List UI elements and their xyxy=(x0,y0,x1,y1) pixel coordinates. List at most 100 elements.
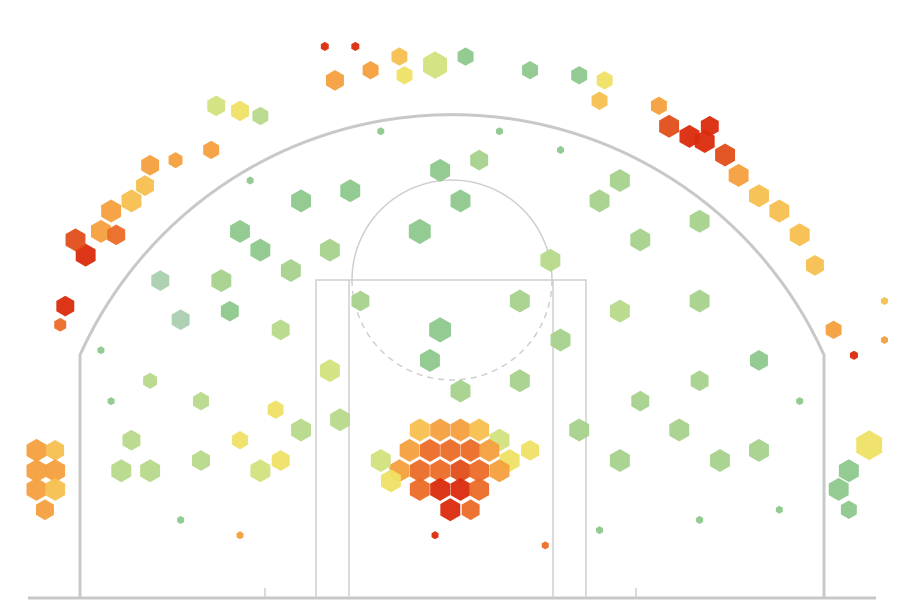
hexbin xyxy=(715,143,736,167)
hexbin xyxy=(700,115,719,137)
hexbin xyxy=(122,429,141,451)
hexbin xyxy=(849,350,858,360)
hexbin xyxy=(840,500,857,519)
hexbin xyxy=(669,418,690,442)
hexbin xyxy=(461,499,480,521)
hexbin xyxy=(56,295,75,317)
hexbin xyxy=(469,459,490,483)
hexbin xyxy=(111,459,132,483)
hexbin xyxy=(457,47,474,66)
hexbin xyxy=(470,149,489,171)
hexbin xyxy=(90,219,111,243)
hexbin xyxy=(856,430,883,461)
hexbin xyxy=(750,350,768,371)
hexbin xyxy=(749,184,769,208)
hexbin xyxy=(591,91,608,110)
hexbin xyxy=(291,189,312,213)
hexbin xyxy=(340,179,361,203)
court-lines xyxy=(28,113,876,600)
hexbin xyxy=(557,145,565,154)
hexbin xyxy=(203,140,220,160)
hexbin xyxy=(496,127,503,136)
hexbin xyxy=(168,152,183,169)
hexbin xyxy=(609,169,630,192)
hexbin xyxy=(440,498,461,522)
hexbin xyxy=(631,390,650,412)
hexbin xyxy=(377,127,385,136)
hexbin xyxy=(431,531,439,540)
hexbin xyxy=(121,189,142,213)
hexbin xyxy=(430,459,451,483)
hexbin xyxy=(710,449,730,473)
hexbin xyxy=(280,258,301,282)
hexbin xyxy=(101,199,122,223)
hexbin xyxy=(596,71,613,90)
hexbin xyxy=(54,317,67,332)
hexbin xyxy=(107,224,126,246)
hexbin xyxy=(541,541,549,550)
hexbin xyxy=(430,158,451,182)
hexbin xyxy=(246,176,254,185)
hexbin xyxy=(880,336,888,345)
hexbin xyxy=(440,438,461,462)
hexbin xyxy=(429,317,452,343)
hexbin xyxy=(291,418,312,442)
hexbin xyxy=(450,189,471,213)
hexbin xyxy=(326,70,344,91)
hexbin xyxy=(596,526,604,535)
hexbin xyxy=(569,418,590,442)
hexbin xyxy=(409,459,430,483)
hexbin xyxy=(689,289,710,313)
hexbin xyxy=(540,248,561,272)
hexbin xyxy=(151,270,170,291)
hexbin xyxy=(450,477,471,501)
hexbin xyxy=(45,459,66,483)
hexbin xyxy=(609,299,630,323)
hexbins xyxy=(26,41,888,550)
hexbin xyxy=(509,289,530,313)
hexbin xyxy=(679,124,700,148)
hexbin xyxy=(728,163,749,187)
hexbin xyxy=(749,438,769,462)
hexbin xyxy=(193,391,209,411)
hexbin xyxy=(351,41,360,52)
hexbin xyxy=(143,372,158,389)
hexbin xyxy=(271,319,290,341)
hexbin xyxy=(230,219,250,243)
hexbin xyxy=(805,255,824,276)
hexbin xyxy=(489,459,510,483)
hexbin xyxy=(220,300,239,322)
hexbin xyxy=(45,477,66,501)
hexbin xyxy=(46,440,65,461)
hexbin xyxy=(380,469,401,493)
hexbin xyxy=(396,66,413,85)
hexbin xyxy=(509,369,530,393)
hexbin xyxy=(650,96,667,116)
hexbin xyxy=(351,290,370,312)
hexbin xyxy=(26,438,47,462)
hexbin xyxy=(423,51,447,79)
hexbin xyxy=(36,499,54,521)
hexbin xyxy=(250,459,271,483)
hexbin xyxy=(252,106,269,126)
hexbin xyxy=(231,100,249,122)
hexbin xyxy=(430,477,451,501)
hexbin xyxy=(796,397,804,406)
hexbin xyxy=(26,477,47,501)
hexbin xyxy=(320,41,329,52)
hexbin xyxy=(271,450,290,471)
hexbin xyxy=(630,228,651,252)
hexbin xyxy=(319,238,340,262)
hexbin xyxy=(171,309,190,331)
hexbin xyxy=(207,95,226,117)
hexbin xyxy=(140,459,161,483)
hexbin xyxy=(696,515,704,524)
hexbin xyxy=(450,418,471,442)
hexbin xyxy=(828,477,849,501)
free-throw-circle xyxy=(351,179,553,281)
hexbin xyxy=(211,269,232,293)
three-point-line xyxy=(78,113,826,598)
hexbin xyxy=(880,296,888,306)
